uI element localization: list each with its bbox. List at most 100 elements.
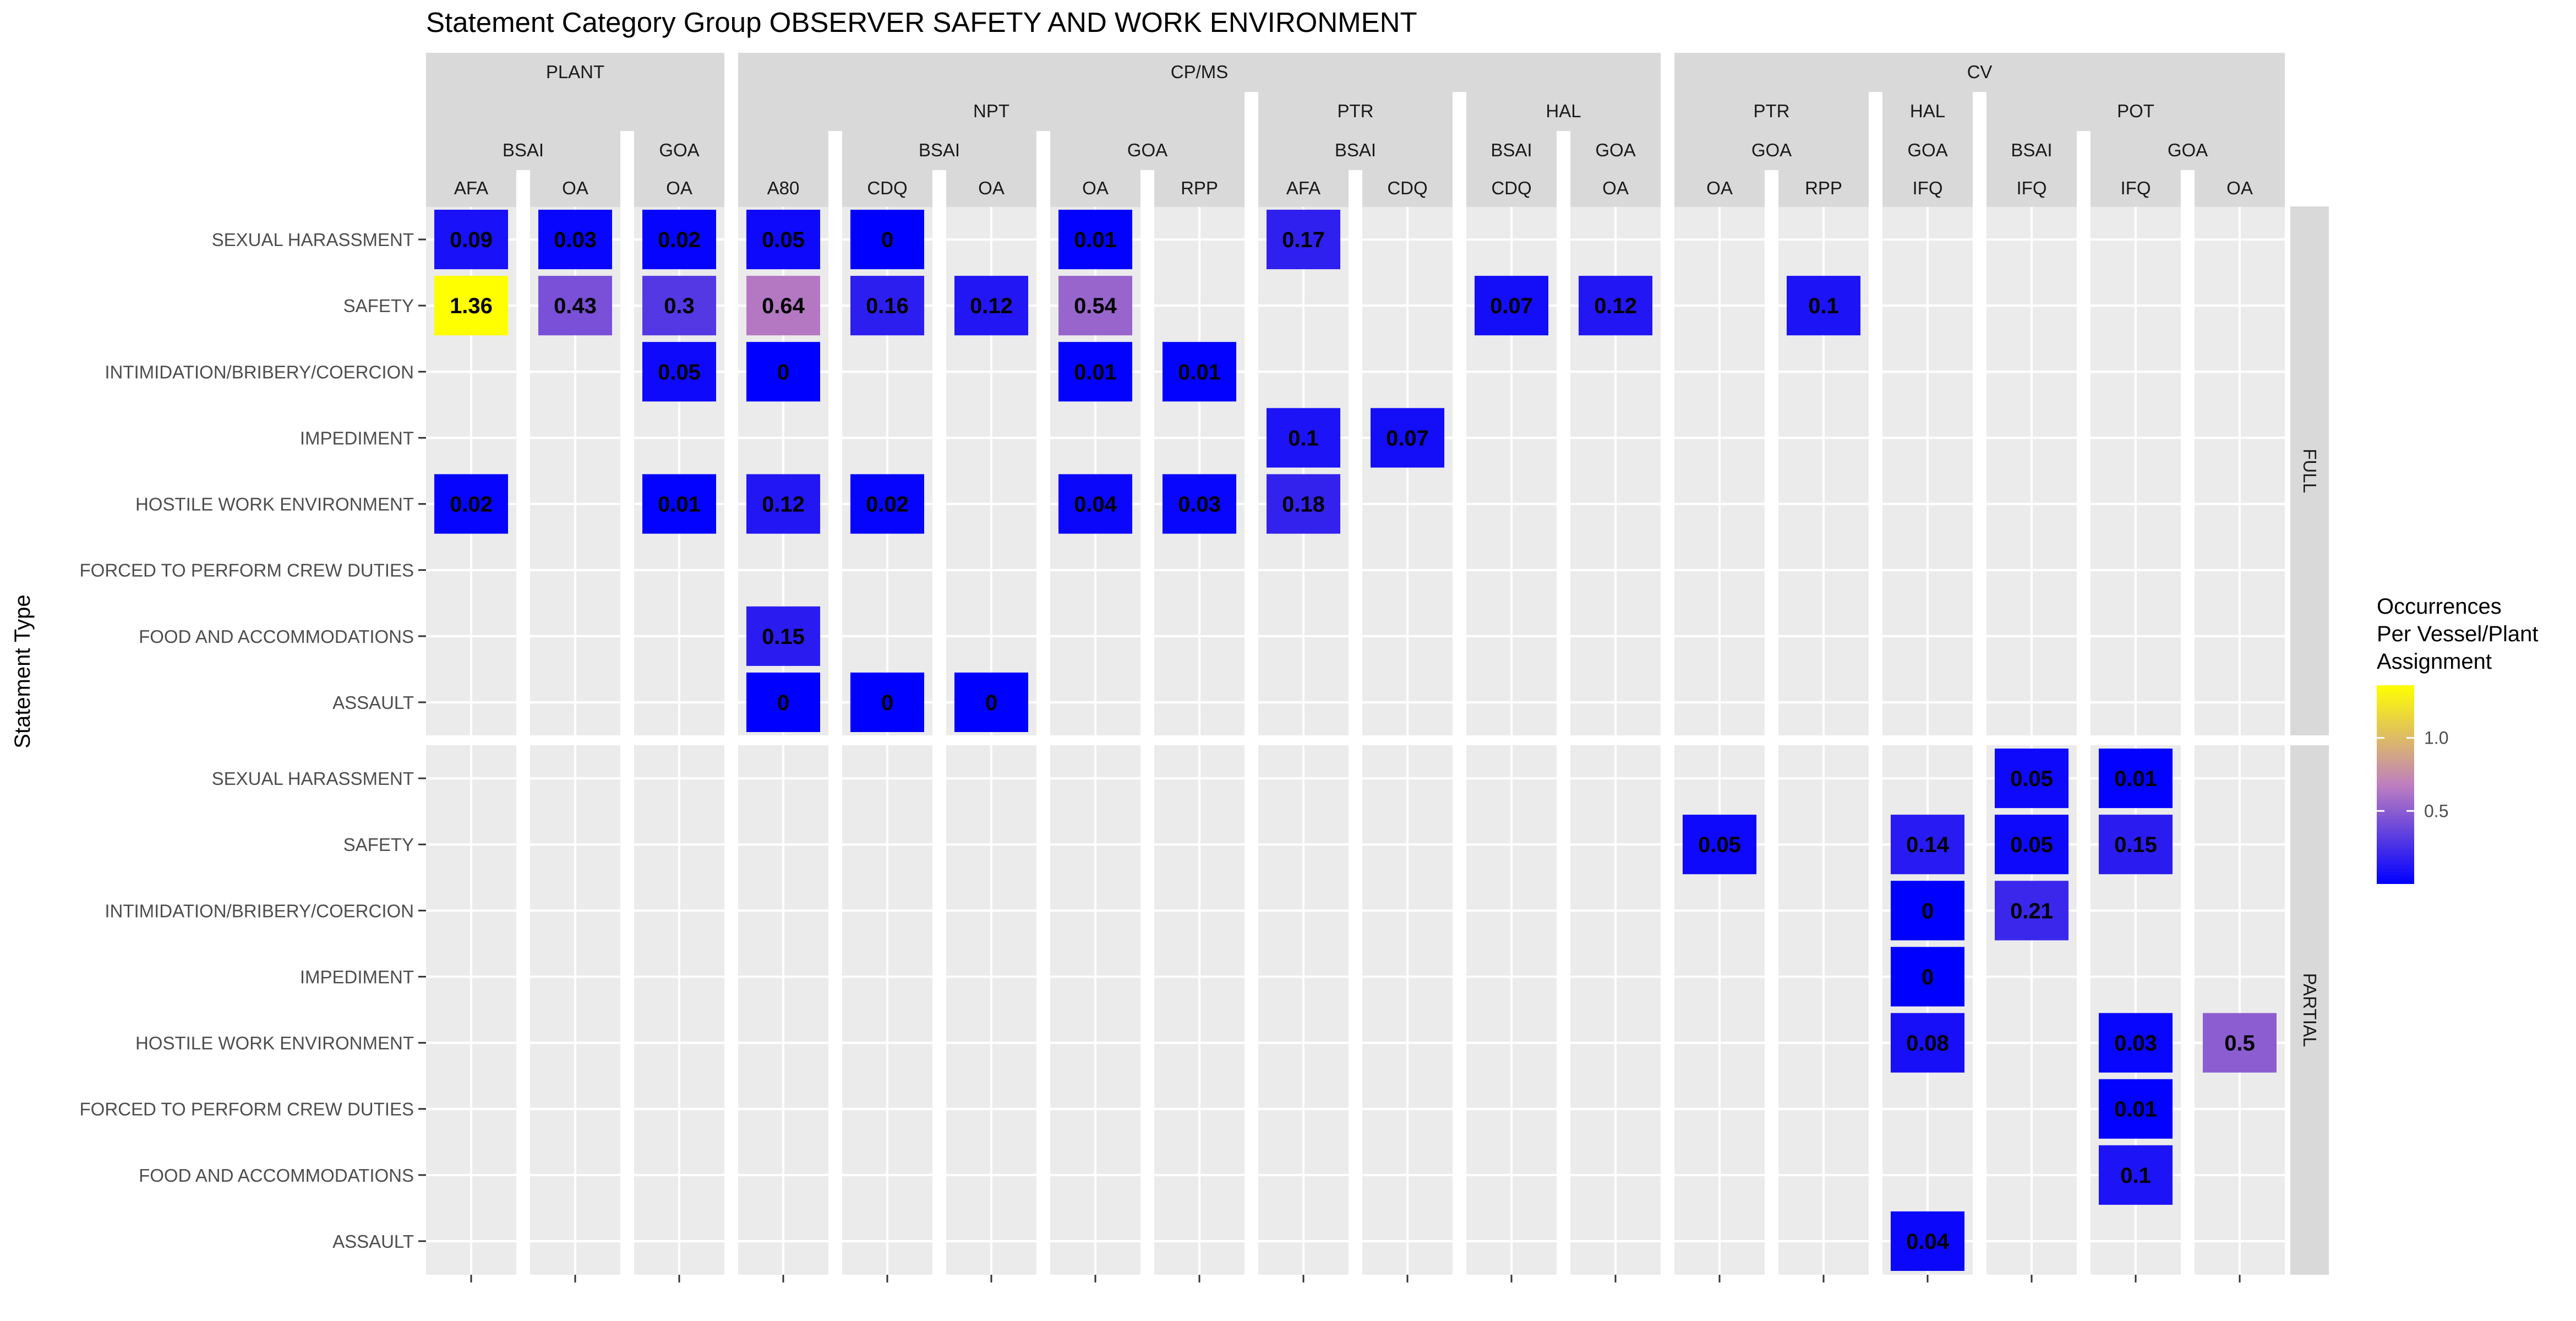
y-axis-title: Statement Type — [10, 594, 35, 748]
y-tick-label: HOSTILE WORK ENVIRONMENT — [135, 1033, 414, 1053]
strip-sector-label: PTR — [1338, 101, 1374, 121]
strip-region-label: BSAI — [503, 140, 544, 160]
heatmap-cell — [1058, 210, 1132, 270]
heatmap-cell-label: 0 — [881, 228, 893, 252]
strip-region-label: GOA — [1127, 140, 1167, 160]
strip-sector-label: PTR — [1754, 101, 1790, 121]
y-tick-label: IMPEDIMENT — [300, 428, 414, 448]
y-tick-label: SEXUAL HARASSMENT — [212, 768, 414, 789]
strip-region-label: GOA — [1595, 140, 1635, 160]
heatmap-cell-label: 0.07 — [1386, 426, 1429, 450]
heatmap-cell — [1163, 342, 1236, 402]
strip-region — [842, 131, 1036, 170]
strip-region — [1466, 131, 1557, 170]
legend-title-line: Assignment — [2377, 649, 2492, 674]
strip-sector-label: HAL — [1910, 101, 1945, 121]
strip-region — [1986, 131, 2077, 170]
heatmap-cell — [1891, 947, 1964, 1007]
strip-gear-label: OA — [666, 178, 692, 198]
strip-gear — [1882, 170, 1973, 207]
heatmap-cell-label: 0.16 — [866, 294, 909, 318]
y-tick-label: ASSAULT — [332, 1231, 414, 1252]
strip-row-facet — [2290, 206, 2329, 735]
heatmap-cell-label: 0.5 — [2224, 1031, 2255, 1056]
heatmap-cell-label: 0.01 — [1178, 360, 1221, 384]
heatmap-cell — [642, 276, 716, 336]
strip-sector — [1258, 92, 1453, 131]
strip-gear — [1154, 170, 1245, 207]
strip-gear — [842, 170, 932, 207]
axis-layer: SEXUAL HARASSMENT SAFETY INTIMIDATION/BRIB… — [80, 230, 2241, 1282]
heatmap-cell-label: 0.03 — [1178, 493, 1221, 517]
panel-layer — [426, 206, 2285, 1275]
strip-gear-label: AFA — [454, 178, 488, 198]
strip-group-label: CP/MS — [1171, 62, 1229, 82]
legend-layer: Occurrences Per Vessel/Plant Assignment 1.0… — [2377, 594, 2539, 884]
y-tick-label: SAFETY — [343, 834, 414, 855]
heatmap-cell-label: 0.08 — [1906, 1031, 1949, 1056]
heatmap-cell-label: 0.18 — [1282, 493, 1325, 517]
strip-gear-label: OA — [562, 178, 588, 198]
strip-gear — [1570, 170, 1661, 207]
legend-tick-label: 1.0 — [2424, 728, 2448, 748]
heatmap-cell — [746, 342, 820, 402]
heatmap-cell — [2099, 1013, 2173, 1073]
heatmap-cell-label: 0 — [777, 691, 789, 715]
heatmap-cell-label: 0.04 — [1074, 493, 1117, 517]
heatmap-cell-label: 0 — [1922, 899, 1934, 923]
strip-gear — [2091, 170, 2181, 207]
strip-region-label: BSAI — [919, 140, 960, 160]
heatmap-cell — [2203, 1013, 2277, 1073]
heatmap-cell-label: 0.12 — [1594, 294, 1637, 318]
heatmap-cell-label: 0.43 — [554, 294, 597, 318]
strip-region-label: GOA — [1751, 140, 1792, 160]
strip-gear-label: CDQ — [1491, 178, 1531, 198]
chart-title: Statement Category Group OBSERVER SAFETY… — [426, 7, 1417, 38]
y-tick-label: SEXUAL HARASSMENT — [212, 230, 414, 250]
heatmap-cell-label: 0.09 — [450, 228, 493, 252]
heatmap-cell — [1995, 749, 2069, 809]
heatmap-cell-label: 0.02 — [866, 493, 909, 517]
heatmap-cell-label: 0.01 — [2114, 1098, 2157, 1122]
heatmap-cell — [1579, 276, 1652, 336]
strip-group-label: CV — [1967, 62, 1993, 82]
legend-tick-label: 0.5 — [2424, 801, 2448, 821]
strip-gear-label: CDQ — [1387, 178, 1427, 198]
strip-gear — [1778, 170, 1869, 207]
strip-gear-label: OA — [1602, 178, 1629, 198]
strip-gear-label: RPP — [1805, 178, 1842, 198]
heatmap-cell — [1787, 276, 1860, 336]
heatmap-cell — [642, 342, 716, 402]
strip-sector — [1466, 92, 1661, 131]
heatmap-cell-label: 0.03 — [554, 228, 597, 252]
y-tick-label: IMPEDIMENT — [300, 967, 414, 987]
strip-gear — [1362, 170, 1453, 207]
y-tick-label: FORCED TO PERFORM CREW DUTIES — [80, 1099, 414, 1120]
heatmap-cell — [434, 474, 508, 534]
heatmap-cell — [434, 276, 508, 336]
heatmap-cell — [1891, 1013, 1964, 1073]
heatmap-cell — [1267, 210, 1340, 270]
heatmap-cell-label: 0.1 — [1288, 426, 1319, 450]
strip-sector — [426, 92, 724, 131]
heatmap-cell-label: 0.05 — [1698, 833, 1741, 857]
strip-gear-label: IFQ — [1913, 178, 1943, 198]
heatmap-cell — [2099, 749, 2173, 809]
heatmap-cell-label: 0.04 — [1906, 1230, 1950, 1254]
heatmap-cell — [746, 210, 820, 270]
strip-gear-label: IFQ — [2017, 178, 2047, 198]
heatmap-cell — [1267, 408, 1340, 468]
heatmap-cell-label: 0.07 — [1490, 294, 1533, 318]
heatmap-cell-label: 0.02 — [658, 228, 701, 252]
legend-colorbar — [2377, 685, 2414, 884]
heatmap-cell — [642, 210, 716, 270]
heatmap-cell — [1475, 276, 1548, 336]
strip-region — [1258, 131, 1453, 170]
strip-region — [634, 131, 724, 170]
heatmap-cell-label: 0.1 — [1808, 294, 1839, 318]
strip-gear-label: OA — [1082, 178, 1109, 198]
strip-layer: PLANT BSAI GOA CP/MS NPT BSAI GOA PTR BSAI HAL BSA… — [426, 53, 2329, 1275]
strip-sector — [1986, 92, 2285, 131]
heatmap-cell — [850, 672, 924, 732]
